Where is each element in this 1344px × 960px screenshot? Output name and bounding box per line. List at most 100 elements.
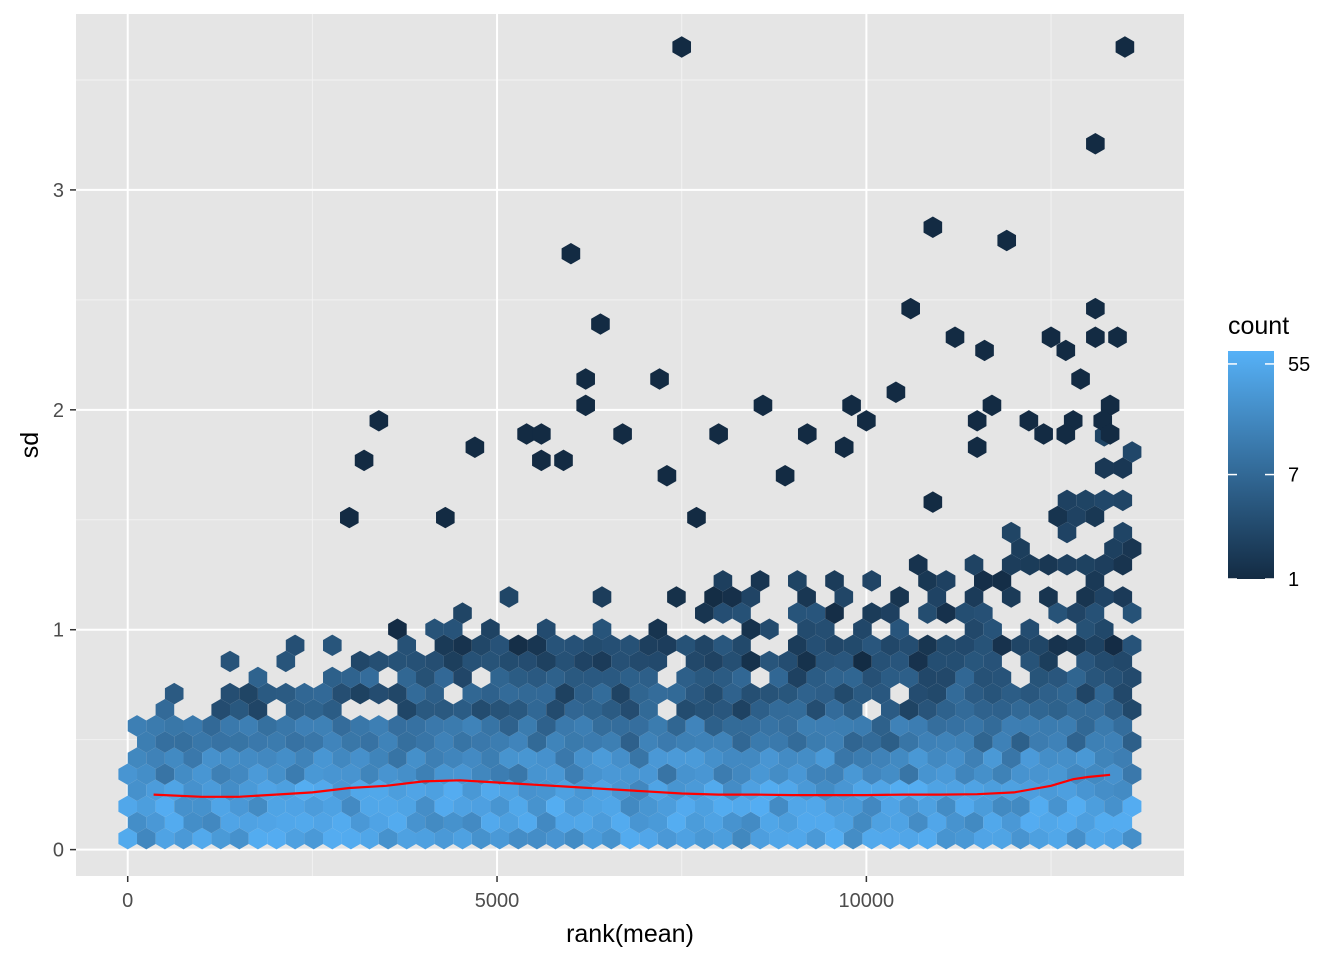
- hex-bin: [1122, 699, 1142, 721]
- hex-bin: [834, 715, 854, 737]
- hex-bin: [425, 650, 444, 673]
- hex-bin: [936, 602, 956, 624]
- hex-bin: [732, 731, 751, 753]
- hex-bin: [974, 763, 993, 785]
- hex-bin: [360, 827, 379, 850]
- hex-bin-outlier: [1086, 297, 1105, 320]
- hex-bin: [295, 747, 314, 769]
- hex-bin: [778, 715, 798, 737]
- hex-bin: [434, 731, 454, 753]
- hex-bin: [527, 666, 547, 689]
- hex-bin: [202, 779, 221, 802]
- hex-bin: [881, 763, 900, 785]
- hex-bin: [890, 586, 909, 608]
- hex-bin: [927, 586, 947, 608]
- hex-bin: [295, 811, 314, 834]
- hex-bin-outlier: [1086, 326, 1105, 348]
- hex-bin: [871, 650, 891, 673]
- hex-bin: [1001, 747, 1021, 769]
- hex-bin: [397, 634, 417, 657]
- hex-bin: [332, 682, 351, 705]
- hex-bin: [146, 811, 165, 834]
- hex-bin: [899, 763, 919, 785]
- hex-bin: [992, 763, 1012, 785]
- hex-bin: [192, 731, 212, 753]
- hex-bin: [769, 666, 789, 689]
- hex-bin: [778, 747, 798, 769]
- hex-bin: [741, 682, 761, 705]
- hex-bin: [704, 682, 723, 705]
- hex-bin: [230, 827, 249, 850]
- hex-bin: [853, 715, 872, 737]
- hex-bin: [1085, 634, 1105, 657]
- hex-bin: [927, 650, 947, 673]
- hex-bin: [750, 827, 770, 850]
- hex-bin: [676, 795, 696, 818]
- hex-bin: [964, 682, 984, 705]
- hex-bin: [118, 827, 138, 850]
- hex-bin: [797, 715, 816, 737]
- hex-bin: [434, 827, 454, 850]
- hex-bin: [304, 763, 324, 785]
- legend-tick-label: 1: [1288, 569, 1299, 591]
- hex-bin: [825, 602, 844, 624]
- hex-bin: [164, 715, 184, 737]
- hex-bin: [788, 731, 807, 753]
- hex-bin: [137, 827, 156, 850]
- hex-bin: [620, 699, 640, 721]
- hex-bin: [490, 731, 510, 753]
- hex-bin: [732, 666, 751, 689]
- hex-bin: [797, 811, 816, 834]
- hex-bin: [685, 650, 705, 673]
- hex-bin: [974, 570, 993, 592]
- hex-bin: [825, 570, 844, 592]
- hex-bin: [611, 650, 630, 673]
- hex-bin-outlier: [967, 436, 987, 458]
- hex-bin: [397, 763, 417, 785]
- hex-bin: [955, 666, 975, 689]
- hex-bin-outlier: [775, 465, 795, 487]
- hex-bin: [797, 747, 816, 769]
- hex-bin: [983, 779, 1002, 802]
- hex-bin-outlier: [517, 423, 536, 445]
- hex-bin: [369, 650, 389, 673]
- x-tick-label: 0: [122, 890, 133, 912]
- hex-bin: [862, 634, 882, 657]
- hex-bin: [1113, 779, 1133, 802]
- trend-line-group: [153, 773, 1111, 798]
- hex-bin: [574, 747, 593, 769]
- hex-bin: [992, 795, 1012, 818]
- hex-bin: [1085, 763, 1105, 785]
- hex-bin: [1048, 795, 1068, 818]
- hex-bin: [899, 699, 919, 721]
- hex-bin: [992, 666, 1012, 689]
- hex-bin: [871, 682, 891, 705]
- hex-bin: [1122, 666, 1142, 689]
- hex-bin: [1001, 682, 1021, 705]
- hex-bin: [1094, 586, 1114, 608]
- hex-bin: [285, 699, 305, 721]
- hex-bin: [946, 682, 965, 705]
- hex-bin: [583, 763, 603, 785]
- hex-bin: [936, 763, 956, 785]
- hex-bin: [499, 650, 519, 673]
- hex-bin: [1057, 554, 1077, 576]
- hex-bin: [416, 666, 435, 689]
- hex-bin: [881, 827, 900, 850]
- hex-bin: [388, 747, 407, 769]
- hex-bin: [546, 634, 565, 657]
- hex-bin: [685, 779, 705, 802]
- hex-bin: [899, 827, 919, 850]
- hex-bin: [1104, 827, 1123, 850]
- hex-bin: [1067, 699, 1086, 721]
- hex-bin: [397, 731, 417, 753]
- hex-bin: [1076, 489, 1095, 512]
- hex-bin: [1076, 779, 1095, 802]
- hex-bin: [574, 682, 593, 705]
- hex-bin: [955, 731, 975, 753]
- hex-bin: [1029, 666, 1049, 689]
- hex-bin: [220, 682, 240, 705]
- hex-bin: [304, 731, 324, 753]
- hex-bin: [1011, 795, 1030, 818]
